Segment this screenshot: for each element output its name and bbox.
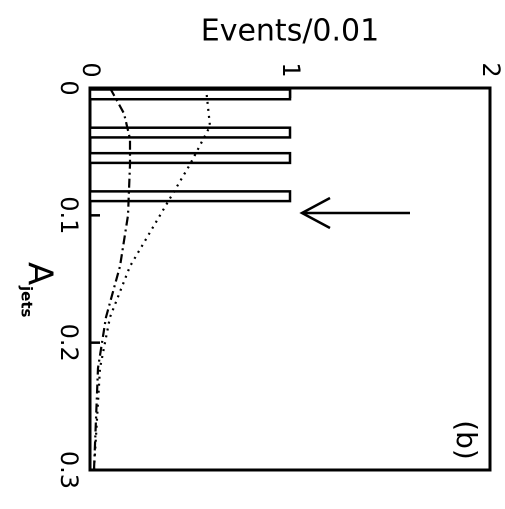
y-tick-label: 1 (277, 62, 305, 77)
x-tick-label: 0.3 (55, 451, 83, 489)
y-tick-label: 0 (77, 62, 105, 77)
curve (92, 87, 132, 471)
bar (88, 190, 292, 203)
bar (88, 151, 292, 165)
arrow (299, 196, 410, 230)
y-tick-label: 2 (477, 62, 505, 77)
plot-frame (88, 86, 492, 472)
x-tick-label: 0.2 (55, 324, 83, 362)
bar (88, 126, 292, 139)
panel-label: (b) (450, 420, 483, 460)
chart-title: Events/0.01 (201, 14, 379, 49)
x-label-main: A (20, 262, 60, 285)
x-tick-label: 0.1 (55, 196, 83, 234)
bar (88, 88, 292, 101)
x-tick-label: 0 (55, 80, 83, 95)
x-axis-label: A jets (18, 262, 60, 317)
x-label-sub: jets (18, 285, 36, 317)
curve (92, 87, 212, 471)
arrow-head (299, 196, 331, 230)
